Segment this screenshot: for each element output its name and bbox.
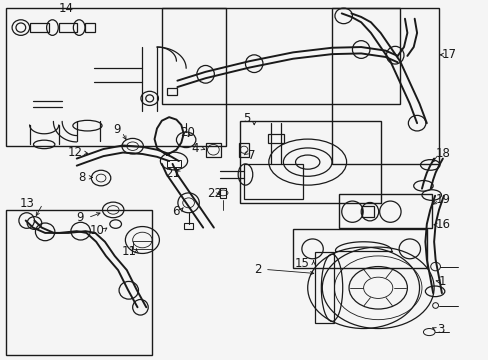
- Text: 11: 11: [121, 245, 136, 258]
- Text: 14: 14: [59, 2, 74, 15]
- Text: 4: 4: [191, 142, 198, 155]
- Bar: [166, 89, 177, 95]
- Bar: [220, 188, 225, 198]
- Bar: [292, 229, 426, 268]
- Bar: [85, 23, 95, 32]
- Bar: [314, 252, 334, 323]
- Bar: [6, 210, 152, 355]
- Text: 9: 9: [76, 211, 84, 224]
- Text: 20: 20: [179, 126, 194, 139]
- Text: 2: 2: [254, 263, 262, 276]
- Bar: [331, 8, 438, 164]
- Bar: [162, 8, 399, 104]
- Bar: [6, 8, 225, 146]
- Bar: [267, 134, 284, 143]
- Text: 16: 16: [434, 218, 449, 231]
- Bar: [205, 143, 221, 157]
- Bar: [238, 143, 249, 157]
- Text: 7: 7: [247, 149, 255, 162]
- Text: 5: 5: [243, 112, 250, 125]
- Text: 18: 18: [434, 148, 449, 161]
- Text: 3: 3: [436, 323, 443, 336]
- Text: 13: 13: [19, 197, 34, 210]
- Text: 21: 21: [165, 167, 180, 180]
- Bar: [166, 160, 181, 167]
- Bar: [244, 164, 302, 199]
- Text: 1: 1: [438, 275, 446, 288]
- Text: 8: 8: [78, 171, 85, 184]
- Bar: [184, 223, 193, 229]
- Bar: [132, 241, 152, 249]
- Bar: [239, 121, 380, 203]
- Text: 19: 19: [434, 193, 449, 207]
- Text: 12: 12: [68, 146, 82, 159]
- Bar: [30, 23, 49, 32]
- Text: 9: 9: [113, 123, 121, 136]
- Bar: [339, 194, 431, 228]
- Text: 22: 22: [206, 188, 222, 201]
- Text: 15: 15: [294, 257, 309, 270]
- Bar: [59, 23, 77, 32]
- Text: 17: 17: [440, 48, 455, 61]
- Text: 10: 10: [89, 224, 104, 237]
- Text: 6: 6: [171, 205, 179, 218]
- Bar: [362, 206, 373, 217]
